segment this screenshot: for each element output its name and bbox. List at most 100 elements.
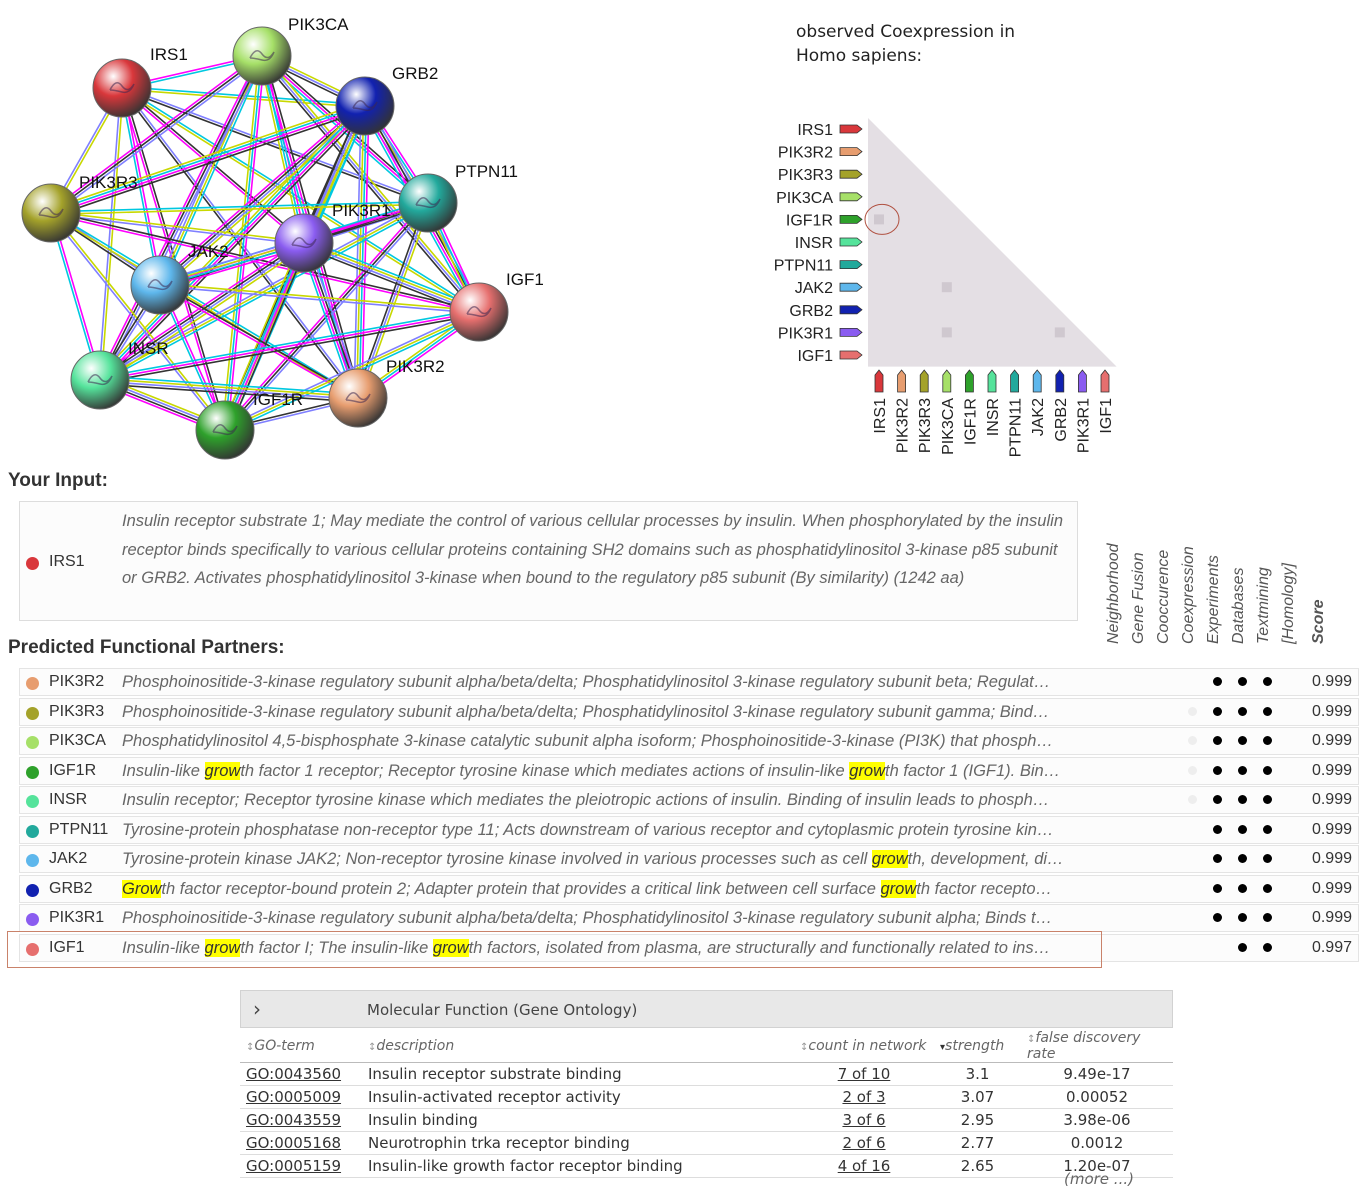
network-edge-PIK3R3-IGF1[interactable] (51, 210, 480, 312)
go-count-link[interactable]: 2 of 3 (842, 1088, 886, 1106)
network-edge-PIK3R1-INSR[interactable] (97, 239, 303, 378)
network-node-circle[interactable] (449, 282, 509, 342)
network-edge-IRS1-PTPN11[interactable] (121, 88, 428, 205)
network-edge-GRB2-PIK3R2[interactable] (353, 105, 362, 398)
network-edge-GRB2-INSR[interactable] (98, 104, 365, 380)
network-edge-PIK3CA-INSR[interactable] (101, 56, 266, 382)
network-edge-PIK3R3-PIK3R2[interactable] (49, 213, 358, 400)
network-edge-IRS1-INSR[interactable] (100, 88, 125, 381)
network-edge-GRB2-JAK2[interactable] (156, 102, 363, 283)
network-edge-GRB2-JAK2[interactable] (158, 104, 365, 285)
network-node-pik3r3[interactable]: PIK3R3 (21, 173, 138, 243)
network-edge-IGF1-IGF1R[interactable] (223, 308, 479, 429)
go-count-link[interactable]: 7 of 10 (837, 1065, 891, 1083)
network-edge-GRB2-PIK3R3[interactable] (51, 106, 366, 215)
network-edge-PIK3R1-IGF1[interactable] (304, 241, 480, 312)
network-node-ptpn11[interactable]: PTPN11 (398, 162, 518, 233)
coexpression-matrix[interactable]: IRS1 IRS1 PIK3R2 PIK3R2 PIK3R3 PIK3R3 PIK3CA PI… (760, 0, 1160, 470)
partner-name[interactable]: IGF1 (49, 939, 85, 956)
network-node-circle[interactable] (70, 350, 130, 410)
network-edge-PIK3R1-INSR[interactable] (100, 243, 306, 382)
network-edge-PIK3R1-IGF1R[interactable] (227, 244, 309, 432)
partner-name[interactable]: PIK3R1 (49, 909, 105, 926)
network-edge-PTPN11-INSR[interactable] (100, 204, 430, 383)
partner-row-pik3r3[interactable]: PIK3R3 Phosphoinositide-3-kinase regulato… (19, 698, 1359, 726)
network-edge-GRB2-INSR[interactable] (102, 108, 369, 384)
network-node-circle[interactable] (21, 183, 81, 243)
network-edge-PIK3CA-IGF1R[interactable] (226, 56, 266, 431)
network-node-jak2[interactable]: JAK2 (130, 242, 229, 315)
go-col-fdr[interactable]: ↕false discovery rate (1021, 1030, 1173, 1063)
network-node-circle[interactable] (328, 368, 388, 428)
partner-row-ptpn11[interactable]: PTPN11 Tyrosine-protein phosphatase non-r… (19, 816, 1359, 844)
partner-row-pik3r1[interactable]: PIK3R1 Phosphoinositide-3-kinase regulato… (19, 904, 1359, 932)
network-edge-IRS1-INSR[interactable] (97, 87, 122, 380)
network-edge-INSR-PIK3R2[interactable] (99, 383, 358, 403)
network-edge-PIK3CA-PIK3R3[interactable] (50, 55, 263, 214)
network-edge-IRS1-IGF1[interactable] (122, 86, 481, 312)
network-edge-PIK3CA-PIK3R3[interactable] (48, 53, 261, 212)
network-node-circle[interactable] (274, 213, 334, 273)
network-edge-IRS1-PIK3R2[interactable] (120, 88, 358, 400)
go-term-link[interactable]: GO:0043560 (246, 1065, 342, 1083)
partner-row-igf1[interactable]: IGF1 Insulin-like growth factor I; The in… (19, 934, 1359, 962)
partner-row-grb2[interactable]: GRB2 Growth factor receptor-bound protein… (19, 875, 1359, 903)
go-term-link[interactable]: GO:0005168 (246, 1134, 342, 1152)
network-edge-PIK3R1-INSR[interactable] (101, 245, 307, 384)
network-node-pik3r2[interactable]: PIK3R2 (328, 357, 445, 428)
network-edge-PIK3R3-PIK3R1[interactable] (50, 213, 304, 246)
network-edge-PIK3CA-PIK3R1[interactable] (261, 55, 305, 244)
network-node-insr[interactable]: INSR (70, 339, 169, 410)
protein-network-graph[interactable]: IRS1 PIK3CA GRB2 PIK3R3 PTPN11 PIK3R1 JAK2 IGF1… (0, 0, 560, 470)
partner-name[interactable]: JAK2 (49, 850, 88, 867)
go-col-term[interactable]: ↕GO-term (240, 1030, 362, 1063)
network-edge-PIK3CA-INSR[interactable] (96, 54, 261, 380)
network-edge-GRB2-PIK3R2[interactable] (358, 106, 368, 399)
network-edge-JAK2-IGF1[interactable] (160, 282, 480, 312)
network-edge-INSR-PIK3R2[interactable] (100, 375, 359, 395)
network-edge-IGF1-INSR[interactable] (99, 308, 479, 379)
network-edge-GRB2-PIK3R3[interactable] (51, 108, 367, 218)
input-protein-card[interactable]: IRS1 Insulin receptor substrate 1; May m… (19, 501, 1078, 621)
network-edge-PIK3CA-INSR[interactable] (99, 55, 263, 381)
partner-name[interactable]: PTPN11 (49, 821, 109, 838)
network-edge-IRS1-PTPN11[interactable] (122, 86, 429, 203)
network-node-circle[interactable] (398, 173, 458, 233)
network-edge-PIK3CA-IGF1[interactable] (259, 57, 478, 315)
partner-name[interactable]: IGF1R (49, 762, 97, 779)
partner-name[interactable]: PIK3CA (49, 732, 106, 749)
network-edge-PIK3R3-PIK3R1[interactable] (51, 210, 305, 243)
network-edge-JAK2-IGF1[interactable] (159, 285, 479, 315)
network-edge-INSR-PIK3R2[interactable] (99, 380, 358, 401)
network-edge-PIK3CA-JAK2[interactable] (161, 56, 266, 287)
network-edge-PIK3R1-IGF1R[interactable] (225, 243, 306, 431)
go-count-link[interactable]: 3 of 6 (842, 1111, 886, 1129)
go-col-count[interactable]: ↕count in network (794, 1030, 934, 1063)
network-node-igf1[interactable]: IGF1 (449, 270, 544, 342)
go-col-strength[interactable]: ▾strength (934, 1030, 1021, 1063)
network-edge-PIK3R1-IGF1[interactable] (303, 243, 479, 314)
network-edge-PIK3R1-IGF1R[interactable] (220, 241, 302, 429)
network-node-grb2[interactable]: GRB2 (335, 64, 438, 136)
network-node-irs1[interactable]: IRS1 (92, 45, 188, 118)
input-protein-name[interactable]: IRS1 (49, 553, 85, 570)
network-node-circle[interactable] (335, 76, 395, 136)
network-edge-PTPN11-PIK3R2[interactable] (359, 203, 432, 400)
network-edge-PIK3R1-IGF1[interactable] (305, 238, 481, 310)
go-term-link[interactable]: GO:0005009 (246, 1088, 342, 1106)
partner-row-insr[interactable]: INSR Insulin receptor; Receptor tyrosine … (19, 786, 1359, 814)
network-node-pik3ca[interactable]: PIK3CA (232, 15, 349, 86)
network-nodes[interactable]: IRS1 PIK3CA GRB2 PIK3R3 PTPN11 PIK3R1 JAK2 IGF1… (21, 15, 544, 460)
network-edge-IGF1-INSR[interactable] (99, 311, 480, 381)
go-count-link[interactable]: 4 of 16 (837, 1157, 891, 1175)
network-edge-PIK3R3-IGF1R[interactable] (49, 213, 225, 432)
network-edge-PTPN11-INSR[interactable] (99, 202, 429, 381)
go-term-link[interactable]: GO:0005159 (246, 1157, 342, 1175)
network-node-circle[interactable] (195, 400, 255, 460)
chevron-right-icon[interactable]: › (253, 997, 261, 1021)
partner-name[interactable]: INSR (49, 791, 88, 808)
network-edge-PIK3R1-IGF1[interactable] (302, 245, 478, 317)
network-node-circle[interactable] (92, 58, 152, 118)
network-edge-PIK3R1-IGF1R[interactable] (223, 242, 304, 430)
network-edge-GRB2-PIK3R3[interactable] (49, 101, 365, 211)
